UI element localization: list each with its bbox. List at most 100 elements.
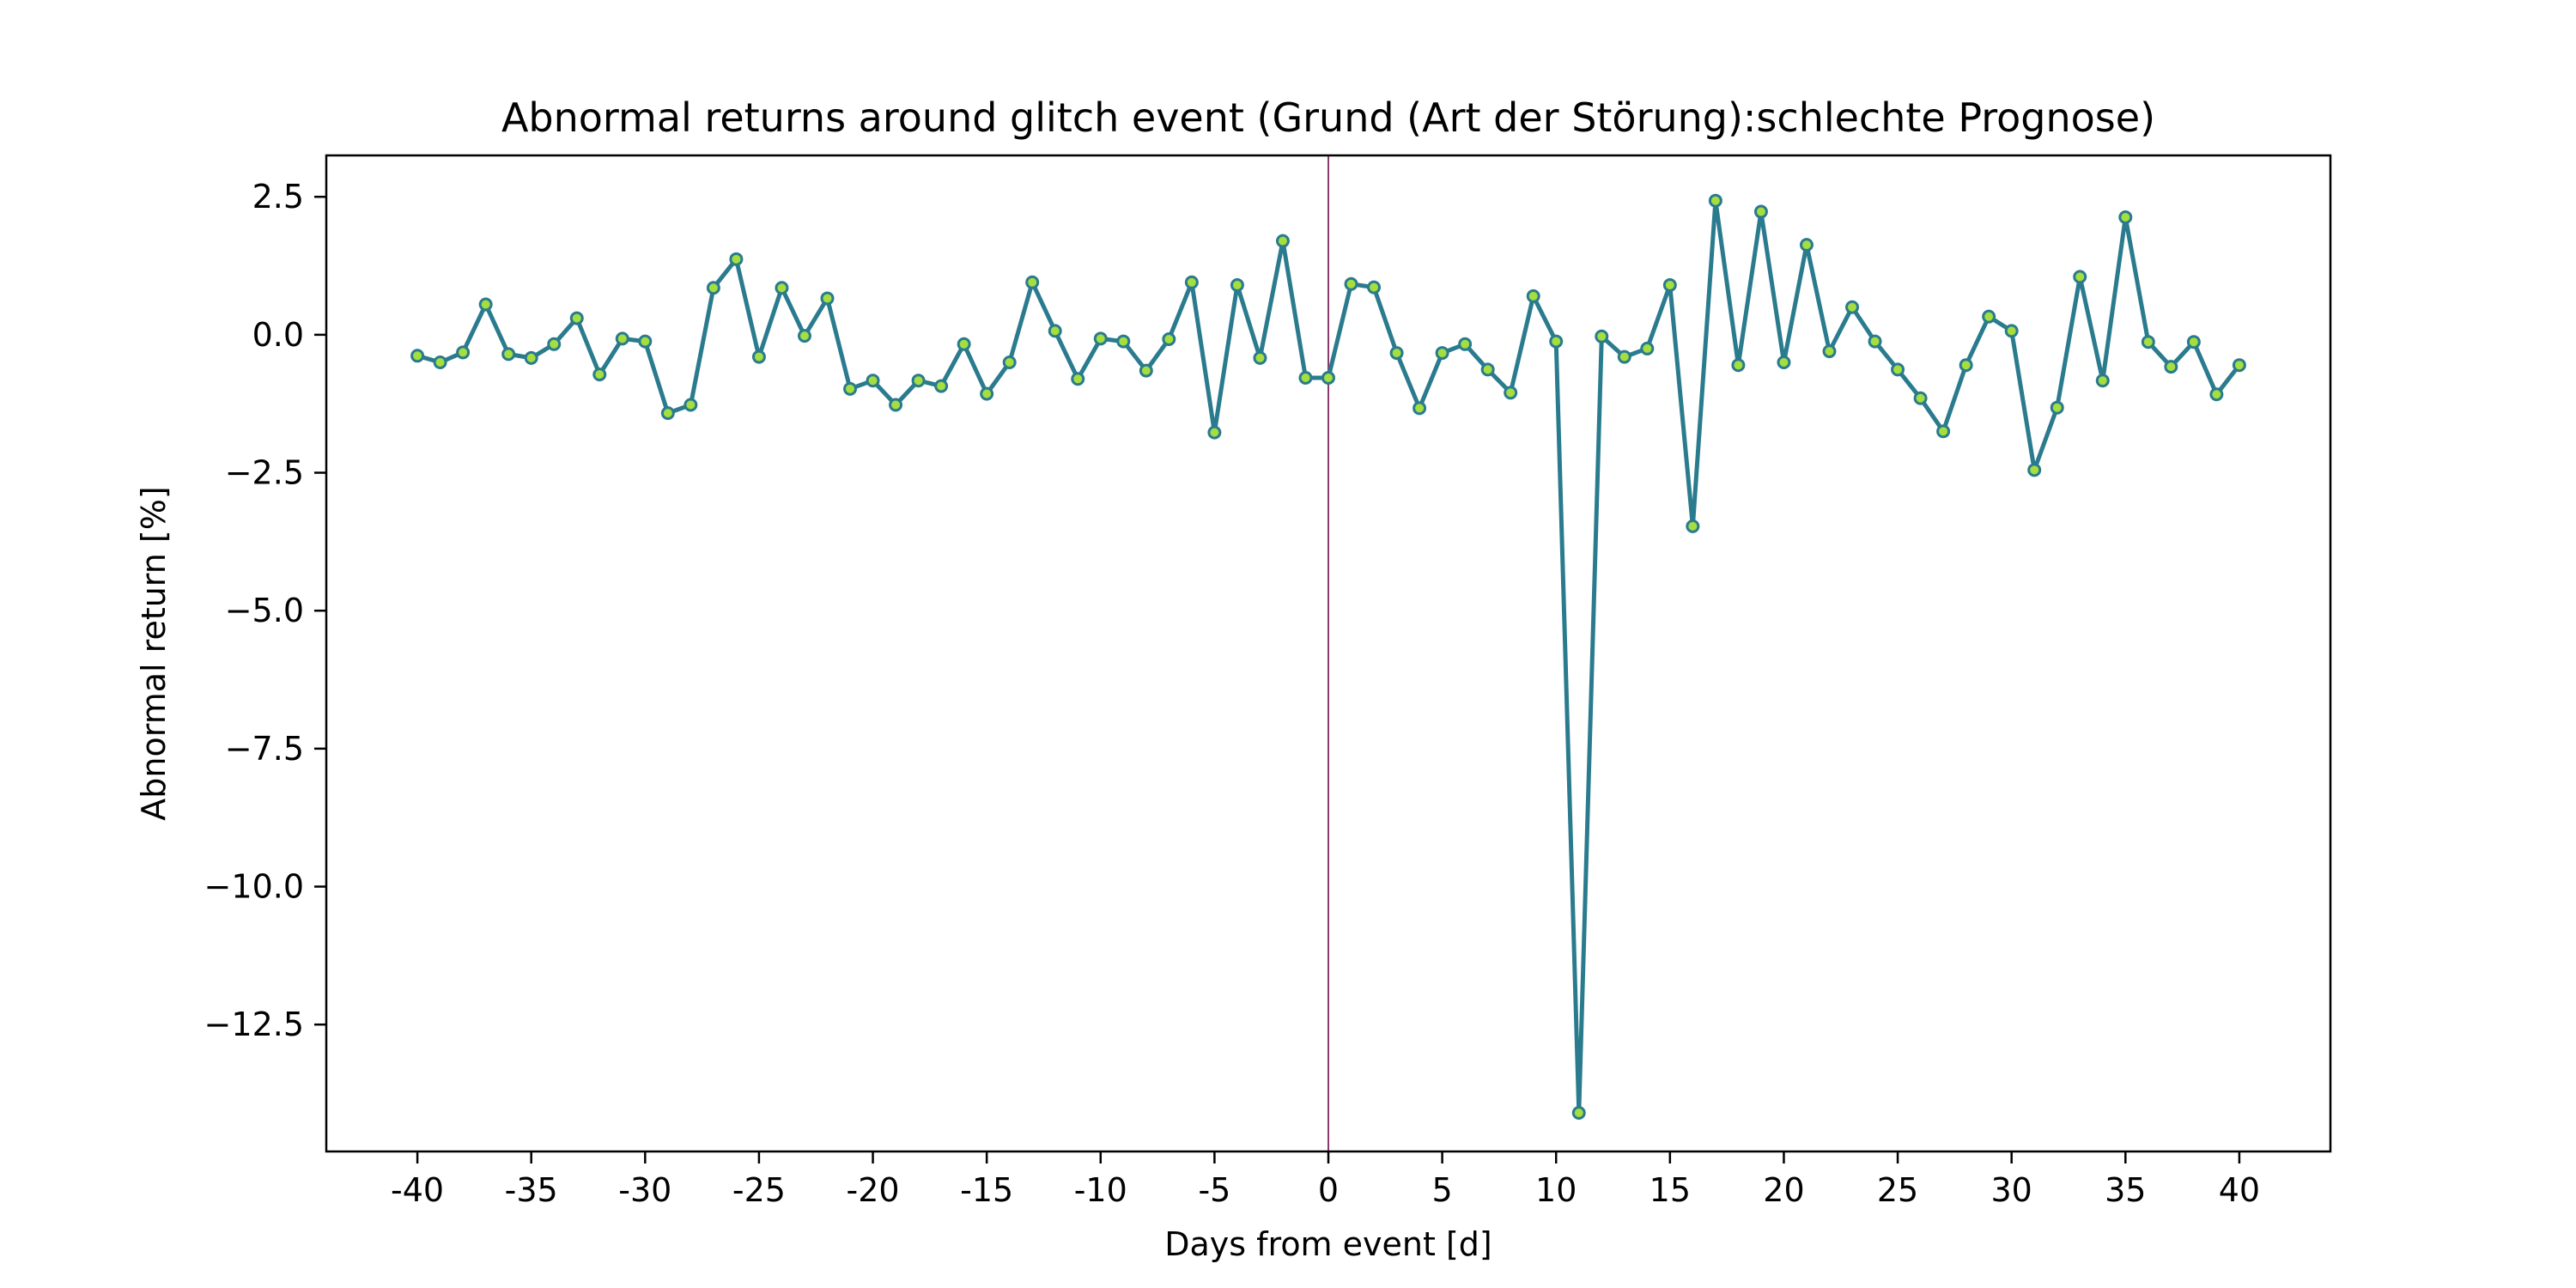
y-tick-label: −2.5: [225, 454, 304, 492]
data-point: [2004, 324, 2019, 338]
data-point: [866, 374, 880, 388]
x-tick-label: 40: [2219, 1171, 2260, 1209]
data-point: [934, 379, 949, 393]
data-point: [683, 398, 698, 412]
data-point: [1367, 280, 1382, 295]
data-point: [1662, 278, 1677, 293]
data-point: [1571, 1106, 1586, 1121]
data-point: [1959, 358, 1973, 373]
data-point: [1753, 204, 1768, 219]
data-point: [1913, 391, 1928, 405]
x-tick-label: 30: [1991, 1171, 2032, 1209]
data-point: [478, 297, 493, 312]
data-point: [1936, 424, 1951, 439]
data-point: [660, 406, 675, 421]
data-point: [1389, 346, 1404, 361]
data-point: [1504, 386, 1518, 400]
data-point: [1708, 193, 1722, 208]
data-point: [2164, 360, 2178, 374]
data-point: [1048, 324, 1062, 338]
data-point: [1275, 234, 1290, 248]
data-point: [706, 281, 720, 295]
x-tick-label: 0: [1318, 1171, 1339, 1209]
data-point: [1731, 358, 1746, 373]
data-point: [547, 337, 562, 351]
data-point: [1025, 275, 1040, 289]
data-point: [1093, 331, 1108, 346]
data-point: [1982, 309, 1996, 324]
x-tick-label: 5: [1432, 1171, 1453, 1209]
data-point: [1253, 350, 1267, 365]
data-point: [2141, 335, 2155, 349]
data-point: [433, 355, 447, 369]
data-point: [1071, 372, 1085, 386]
data-point: [2186, 335, 2201, 349]
data-point: [820, 291, 835, 306]
x-tick-label: -5: [1198, 1171, 1230, 1209]
data-point: [1799, 238, 1814, 252]
data-point: [456, 345, 471, 360]
x-tick-label: -35: [505, 1171, 558, 1209]
data-point: [843, 381, 858, 396]
x-tick-label: 15: [1649, 1171, 1691, 1209]
x-tick-label: 25: [1877, 1171, 1918, 1209]
data-point: [1868, 334, 1882, 349]
data-point: [1480, 362, 1495, 377]
data-point: [1617, 349, 1631, 364]
data-point: [1891, 362, 1905, 377]
data-point: [1595, 329, 1609, 343]
x-tick-label: -30: [618, 1171, 671, 1209]
data-point: [638, 334, 653, 349]
data-point: [501, 347, 516, 361]
data-point: [2232, 358, 2246, 373]
data-point: [1845, 300, 1860, 314]
data-point: [2050, 400, 2064, 415]
data-point: [1116, 334, 1131, 349]
x-tick-label: -40: [391, 1171, 444, 1209]
data-point: [1207, 425, 1222, 440]
data-point: [2209, 387, 2224, 402]
data-point: [524, 350, 538, 365]
y-tick-label: 2.5: [252, 178, 304, 216]
y-tick-label: −10.0: [204, 868, 304, 906]
data-point: [980, 386, 994, 401]
data-point: [1526, 289, 1540, 303]
data-point: [1162, 332, 1176, 347]
y-tick-label: −12.5: [204, 1005, 304, 1043]
data-point: [729, 252, 744, 266]
data-point: [2073, 270, 2087, 284]
data-point: [957, 337, 971, 351]
data-point: [1822, 344, 1837, 359]
data-point: [1686, 519, 1700, 533]
data-point: [797, 329, 811, 343]
data-point: [911, 374, 926, 388]
data-point: [1139, 363, 1153, 378]
data-point: [775, 281, 789, 295]
data-point: [1184, 275, 1199, 289]
data-point: [1413, 401, 1427, 416]
data-point: [2095, 374, 2110, 388]
x-tick-label: -25: [732, 1171, 786, 1209]
x-tick-label: 10: [1535, 1171, 1577, 1209]
data-point: [1640, 341, 1655, 355]
data-point: [410, 349, 425, 363]
data-point: [1549, 334, 1564, 349]
data-point: [1298, 370, 1313, 385]
x-tick-label: -20: [847, 1171, 900, 1209]
data-point: [1344, 276, 1358, 291]
data-point: [889, 398, 903, 412]
data-point: [592, 368, 607, 382]
data-point: [615, 331, 629, 346]
y-tick-label: −5.0: [225, 592, 304, 629]
plot-area: -40 -35 -30 -25 -20 -15 -10 -5 0 5 10 15 20 25 30 35 40 2…: [204, 154, 2332, 1209]
data-point: [569, 311, 584, 325]
x-tick-label: 35: [2105, 1171, 2146, 1209]
x-tick-label: -15: [960, 1171, 1013, 1209]
y-tick-label: 0.0: [252, 316, 304, 354]
data-point: [1230, 278, 1244, 293]
x-tick-label: -10: [1074, 1171, 1127, 1209]
data-point: [1002, 355, 1017, 369]
data-point: [2118, 210, 2133, 224]
data-point: [1321, 370, 1335, 385]
